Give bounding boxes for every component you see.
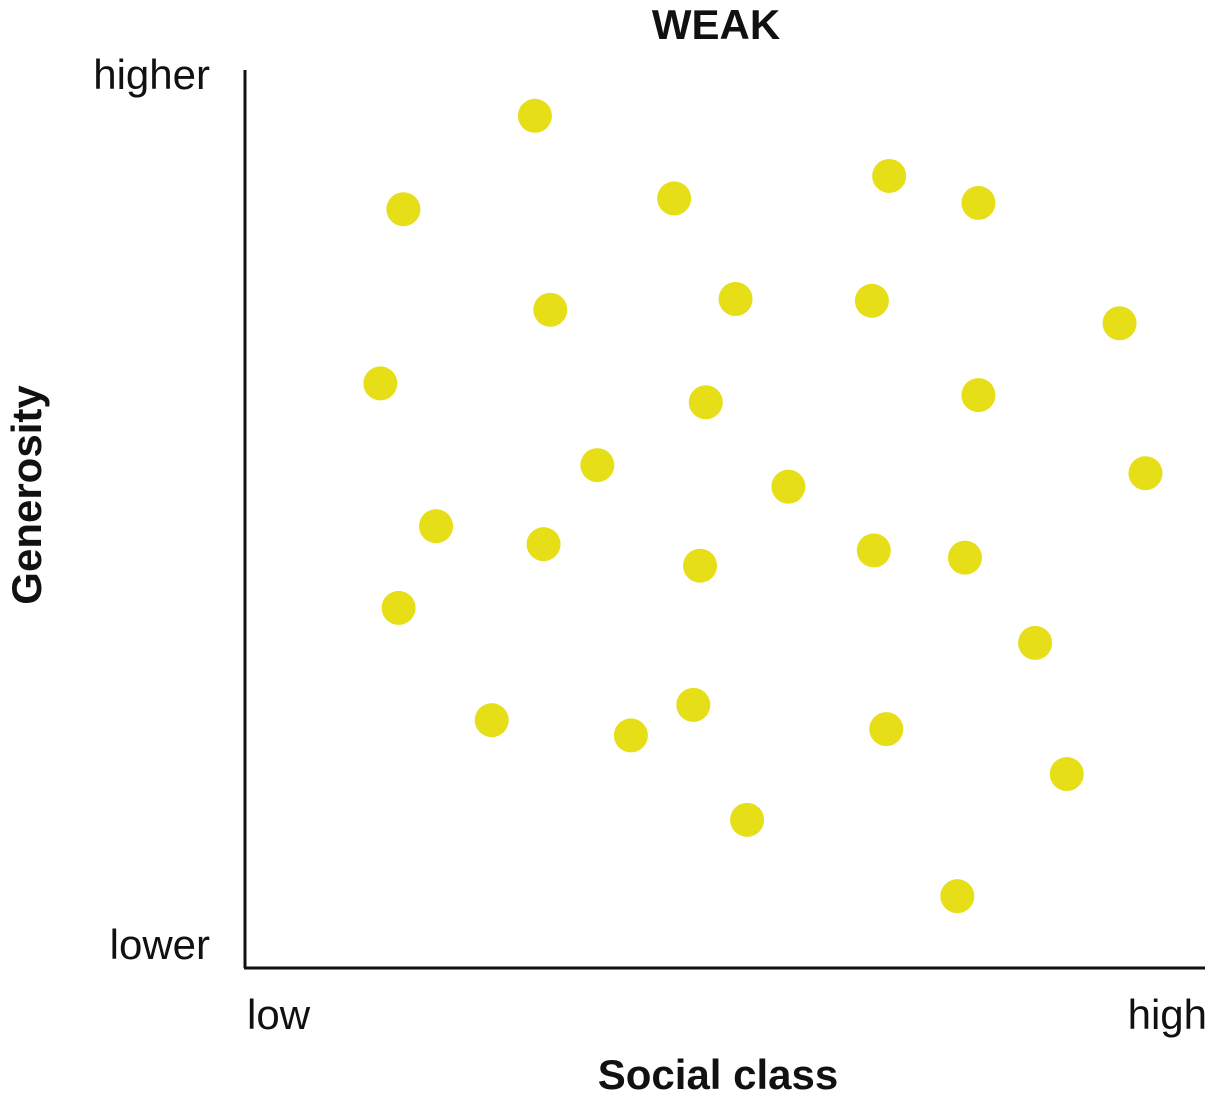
point: [961, 378, 996, 413]
point: [771, 469, 806, 504]
point: [730, 802, 765, 837]
point: [856, 533, 891, 568]
y-tick-label: lower: [110, 921, 210, 968]
point: [872, 158, 907, 193]
point: [948, 540, 982, 575]
chart-title: WEAK: [652, 1, 780, 48]
point: [419, 509, 454, 544]
point: [718, 281, 753, 316]
point: [683, 548, 718, 583]
point: [1102, 306, 1137, 341]
point: [869, 712, 904, 747]
point: [526, 527, 561, 562]
y-tick-label: higher: [93, 51, 210, 98]
point: [580, 448, 615, 483]
point: [1018, 625, 1053, 660]
point: [676, 687, 711, 722]
point: [688, 385, 723, 420]
point: [386, 192, 421, 227]
point: [533, 292, 568, 327]
point: [657, 181, 692, 216]
point: [854, 283, 889, 318]
point: [381, 590, 416, 625]
x-axis-label: Social class: [598, 1051, 839, 1098]
x-tick-label: low: [247, 991, 311, 1038]
point: [940, 879, 975, 914]
point: [363, 366, 398, 401]
point: [1049, 757, 1084, 792]
point: [961, 185, 996, 220]
point: [1128, 456, 1163, 491]
point: [517, 98, 552, 133]
y-axis-label: Generosity: [3, 385, 50, 605]
x-tick-label: high: [1128, 991, 1207, 1038]
point: [474, 703, 509, 738]
point: [613, 718, 648, 753]
